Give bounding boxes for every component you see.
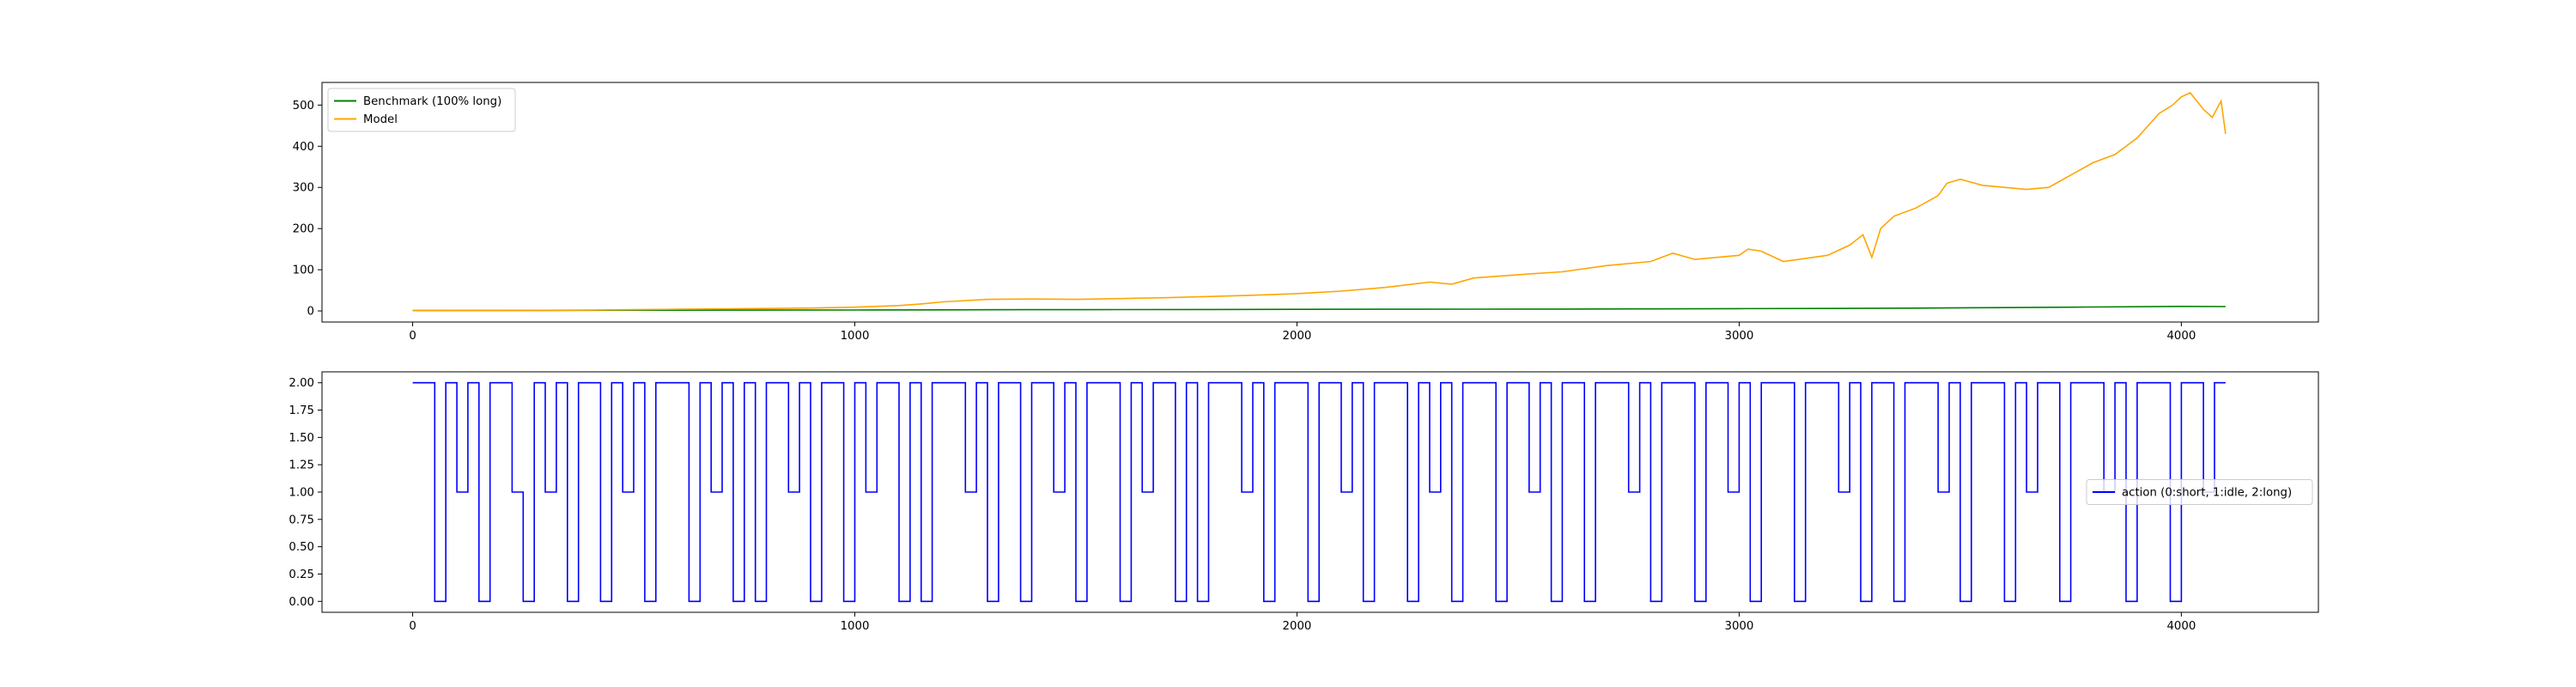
x-tick-label: 2000 xyxy=(1283,620,1312,633)
y-tick-label: 0.75 xyxy=(289,514,314,526)
series-line-1-1 xyxy=(412,305,2226,312)
y-tick-label: 0.50 xyxy=(289,541,314,554)
y-tick-label: 300 xyxy=(293,182,314,195)
action-plot-area xyxy=(412,381,2226,603)
x-tick-label: 4000 xyxy=(2166,620,2196,633)
legend-box xyxy=(327,88,516,132)
x-tick-label: 3000 xyxy=(1724,620,1753,633)
price-axes-frame xyxy=(321,82,2319,323)
action-axes: 0 1000 2000 3000 4000 0.00 0.25 0.50 0.75 1.00 1.… xyxy=(289,371,2319,633)
price-y-ticks: 0 100 200 300 400 500 xyxy=(293,100,322,319)
y-tick-label: 400 xyxy=(293,141,314,154)
legend-label: Benchmark (100% long) xyxy=(363,95,501,108)
x-tick-label: 0 xyxy=(409,620,416,633)
y-tick-label: 1.50 xyxy=(289,432,314,445)
y-tick-label: 500 xyxy=(293,100,314,112)
legend-label: Model xyxy=(363,113,398,126)
y-tick-label: 100 xyxy=(293,264,314,277)
price-axes: 0 1000 2000 3000 4000 0 100 200 300 400 500 Bench… xyxy=(293,82,2319,343)
action-y-ticks: 0.00 0.25 0.50 0.75 1.00 1.25 1.50 1.75 2.00 xyxy=(289,377,322,609)
y-tick-label: 2.00 xyxy=(289,377,314,390)
y-tick-label: 0 xyxy=(307,306,314,319)
price-plot-area xyxy=(412,92,2227,312)
legend-label: action (0:short, 1:idle, 2:long) xyxy=(2122,487,2292,500)
x-tick-label: 4000 xyxy=(2166,330,2196,343)
price-legend: Benchmark (100% long) Model xyxy=(327,88,516,132)
legend-box xyxy=(2086,479,2313,505)
x-tick-label: 2000 xyxy=(1283,330,1312,343)
y-tick-label: 0.25 xyxy=(289,568,314,581)
series-line-2-1 xyxy=(412,381,2226,603)
x-tick-label: 0 xyxy=(409,330,416,343)
action-legend: action (0:short, 1:idle, 2:long) xyxy=(2086,479,2313,505)
action-axes-frame xyxy=(321,371,2319,613)
y-tick-label: 0.00 xyxy=(289,596,314,609)
y-tick-label: 1.00 xyxy=(289,487,314,500)
series-line-1-2 xyxy=(412,92,2227,312)
y-tick-label: 200 xyxy=(293,223,314,236)
x-tick-label: 1000 xyxy=(841,330,870,343)
x-tick-label: 1000 xyxy=(841,620,870,633)
action-x-ticks: 0 1000 2000 3000 4000 xyxy=(409,612,2196,633)
y-tick-label: 1.25 xyxy=(289,459,314,472)
x-tick-label: 3000 xyxy=(1724,330,1753,343)
price-x-ticks: 0 1000 2000 3000 4000 xyxy=(409,322,2196,343)
y-tick-label: 1.75 xyxy=(289,404,314,417)
